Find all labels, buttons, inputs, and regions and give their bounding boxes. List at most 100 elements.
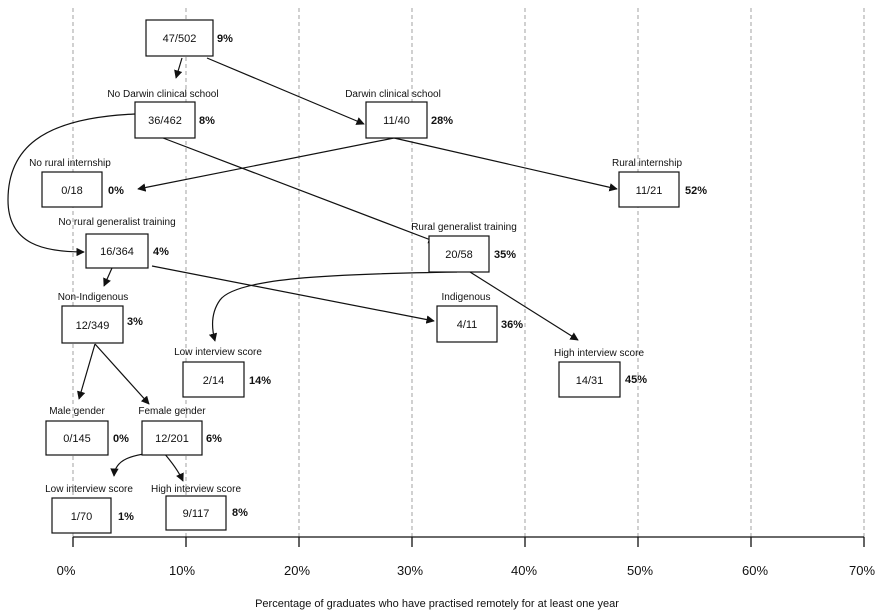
node-percentage: 45%: [625, 374, 647, 386]
node-percentage: 14%: [249, 375, 271, 387]
node-label: No Darwin clinical school: [107, 89, 218, 100]
edge-no-darwin-to-no-rgt: [7, 113, 136, 257]
node-percentage: 8%: [232, 507, 248, 519]
x-axis: 0% 10% 20% 30% 40% 50% 60% 70% Percentag…: [57, 536, 875, 610]
edge-non-indig-to-female: [94, 343, 150, 405]
node-box: [145, 19, 214, 57]
node-box: [182, 361, 245, 398]
x-axis-title: Percentage of graduates who have practis…: [255, 598, 619, 610]
node-percentage: 9%: [217, 33, 233, 45]
node-box: [85, 233, 149, 269]
node-label: Female gender: [138, 406, 206, 417]
x-tick-label-70: 70%: [849, 563, 875, 578]
node-percentage: 1%: [118, 511, 134, 523]
node-label: Indigenous: [442, 292, 491, 303]
x-tick-label-20: 20%: [284, 563, 310, 578]
node-label: No rural internship: [29, 158, 111, 169]
x-tick-label-60: 60%: [742, 563, 768, 578]
node-count: 11/40: [383, 115, 410, 127]
node-box: [365, 101, 428, 139]
node-count: 9/117: [183, 508, 210, 520]
node-count: 0/145: [63, 433, 91, 445]
edge-no-rgt-to-indig: [151, 265, 435, 324]
node-percentage: 28%: [431, 115, 453, 127]
node-box: [618, 171, 680, 208]
node-high-interview-score-rgt: High interview score 14/31 45%: [554, 348, 647, 398]
node-box: [165, 495, 227, 531]
x-tick-label-30: 30%: [397, 563, 423, 578]
node-label: Rural generalist training: [411, 222, 517, 233]
node-count: 12/349: [76, 320, 110, 332]
node-percentage: 35%: [494, 249, 516, 261]
node-label: High interview score: [554, 348, 644, 359]
node-box: [436, 305, 498, 343]
node-count: 47/502: [163, 33, 197, 45]
edge-female-to-low-int: [110, 451, 164, 477]
node-box: [428, 235, 490, 273]
edge-darwin-to-no-rural-intern: [137, 137, 395, 192]
edge-darwin-to-rural-intern: [393, 137, 618, 192]
node-count: 2/14: [203, 375, 224, 387]
node-box: [558, 361, 621, 398]
edges: [7, 57, 618, 482]
node-count: 11/21: [636, 185, 663, 197]
node-box: [134, 101, 196, 139]
node-no-rural-generalist-training: No rural generalist training 16/364 4%: [58, 217, 176, 269]
node-label: Low interview score: [174, 347, 262, 358]
node-count: 12/201: [155, 433, 189, 445]
node-box: [41, 171, 103, 208]
node-all-graduates: 47/502 9%: [145, 19, 233, 57]
node-count: 4/11: [457, 319, 478, 331]
node-darwin-clinical-school: Darwin clinical school 11/40 28%: [345, 89, 453, 139]
node-box: [61, 305, 124, 344]
edge-rgt-to-high-int: [469, 271, 579, 341]
node-count: 36/462: [148, 115, 182, 127]
node-label: Non-Indigenous: [58, 292, 129, 303]
node-indigenous: Indigenous 4/11 36%: [436, 292, 523, 343]
node-rural-internship: Rural internship 11/21 52%: [612, 158, 707, 208]
node-box: [45, 420, 109, 456]
node-box: [141, 420, 203, 456]
node-label: Rural internship: [612, 158, 682, 169]
node-label: Darwin clinical school: [345, 89, 441, 100]
node-percentage: 3%: [127, 316, 143, 328]
x-tick-label-10: 10%: [169, 563, 195, 578]
node-count: 20/58: [445, 249, 473, 261]
node-percentage: 8%: [199, 115, 215, 127]
node-high-interview-score-female: High interview score 9/117 8%: [151, 484, 248, 531]
node-percentage: 36%: [501, 319, 523, 331]
node-percentage: 4%: [153, 246, 169, 258]
node-male-gender: Male gender 0/145 0%: [45, 406, 129, 456]
x-tick-label-50: 50%: [627, 563, 653, 578]
node-count: 0/18: [61, 185, 82, 197]
edge-root-to-darwin: [206, 57, 365, 125]
edge-no-rgt-to-non-indig: [103, 267, 113, 287]
edge-female-to-high-int: [162, 451, 184, 482]
node-label: Male gender: [49, 406, 105, 417]
node-label: No rural generalist training: [58, 217, 175, 228]
x-tick-label-0: 0%: [57, 563, 76, 578]
edge-non-indig-to-male: [77, 343, 96, 400]
node-count: 1/70: [71, 511, 92, 523]
node-low-interview-score-female: Low interview score 1/70 1%: [45, 484, 134, 534]
node-low-interview-score-rgt: Low interview score 2/14 14%: [174, 347, 271, 398]
edge-rgt-to-low-int: [208, 271, 458, 342]
node-label: High interview score: [151, 484, 241, 495]
node-count: 14/31: [576, 375, 604, 387]
node-no-rural-internship: No rural internship 0/18 0%: [29, 158, 124, 208]
node-percentage: 6%: [206, 433, 222, 445]
node-box: [51, 497, 112, 534]
node-percentage: 0%: [113, 433, 129, 445]
edge-no-darwin-to-rgt: [162, 137, 437, 244]
edge-root-to-no-darwin: [174, 57, 183, 79]
node-count: 16/364: [100, 246, 134, 258]
node-label: Low interview score: [45, 484, 133, 495]
node-percentage: 0%: [108, 185, 124, 197]
node-non-indigenous: Non-Indigenous 12/349 3%: [58, 292, 143, 344]
node-no-darwin-clinical-school: No Darwin clinical school 36/462 8%: [107, 89, 219, 139]
node-rural-generalist-training: Rural generalist training 20/58 35%: [411, 222, 517, 273]
x-tick-label-40: 40%: [511, 563, 537, 578]
node-female-gender: Female gender 12/201 6%: [138, 406, 222, 456]
node-percentage: 52%: [685, 185, 707, 197]
